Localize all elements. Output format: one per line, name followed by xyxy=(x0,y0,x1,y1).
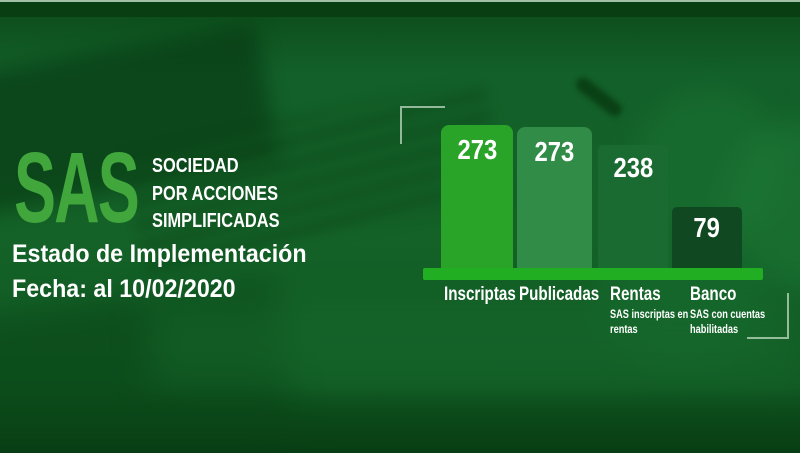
category-label: Rentas xyxy=(610,284,661,305)
logo-subtitle: SOCIEDAD POR ACCIONES SIMPLIFICADAS xyxy=(152,153,308,236)
category-sublabel: SAS inscriptas en rentas xyxy=(610,309,689,336)
subtitle-line-3: SIMPLIFICADAS xyxy=(152,210,280,232)
status-title: Estado de Implementación xyxy=(12,240,307,268)
bar-value: 79 xyxy=(693,212,721,243)
bar-value: 273 xyxy=(457,134,497,165)
category-label-publicadas: Publicadas xyxy=(519,284,619,305)
bar-publicadas: 273 xyxy=(517,127,592,269)
bar-inscriptas: 273 xyxy=(441,125,513,269)
top-edge-line xyxy=(0,0,800,2)
bar-rentas: 238 xyxy=(598,145,668,269)
category-label: Banco xyxy=(690,284,737,305)
date-line: Fecha: al 10/02/2020 xyxy=(12,275,236,303)
category-label: Inscriptas xyxy=(444,284,516,305)
frame-bracket-top-left xyxy=(400,106,445,144)
category-label-banco: Banco SAS con cuentas habilitadas xyxy=(690,284,790,337)
category-sublabel: SAS con cuentas habilitadas xyxy=(690,309,766,336)
top-dark-band xyxy=(0,2,800,17)
category-label-inscriptas: Inscriptas xyxy=(444,284,534,305)
subtitle-line-1: SOCIEDAD xyxy=(152,155,239,177)
desk-shadow xyxy=(0,277,303,453)
subtitle-line-2: POR ACCIONES xyxy=(152,182,279,205)
pen-silhouette xyxy=(573,74,625,120)
bar-value: 273 xyxy=(534,136,575,167)
bar-value: 238 xyxy=(613,152,653,183)
chart-baseline xyxy=(423,268,763,280)
bar-banco: 79 xyxy=(672,207,742,269)
bottom-shadow xyxy=(0,388,800,453)
category-label-rentas: Rentas SAS inscriptas en rentas xyxy=(610,284,710,337)
category-label: Publicadas xyxy=(519,284,600,305)
sas-logo: SAS xyxy=(14,132,140,244)
